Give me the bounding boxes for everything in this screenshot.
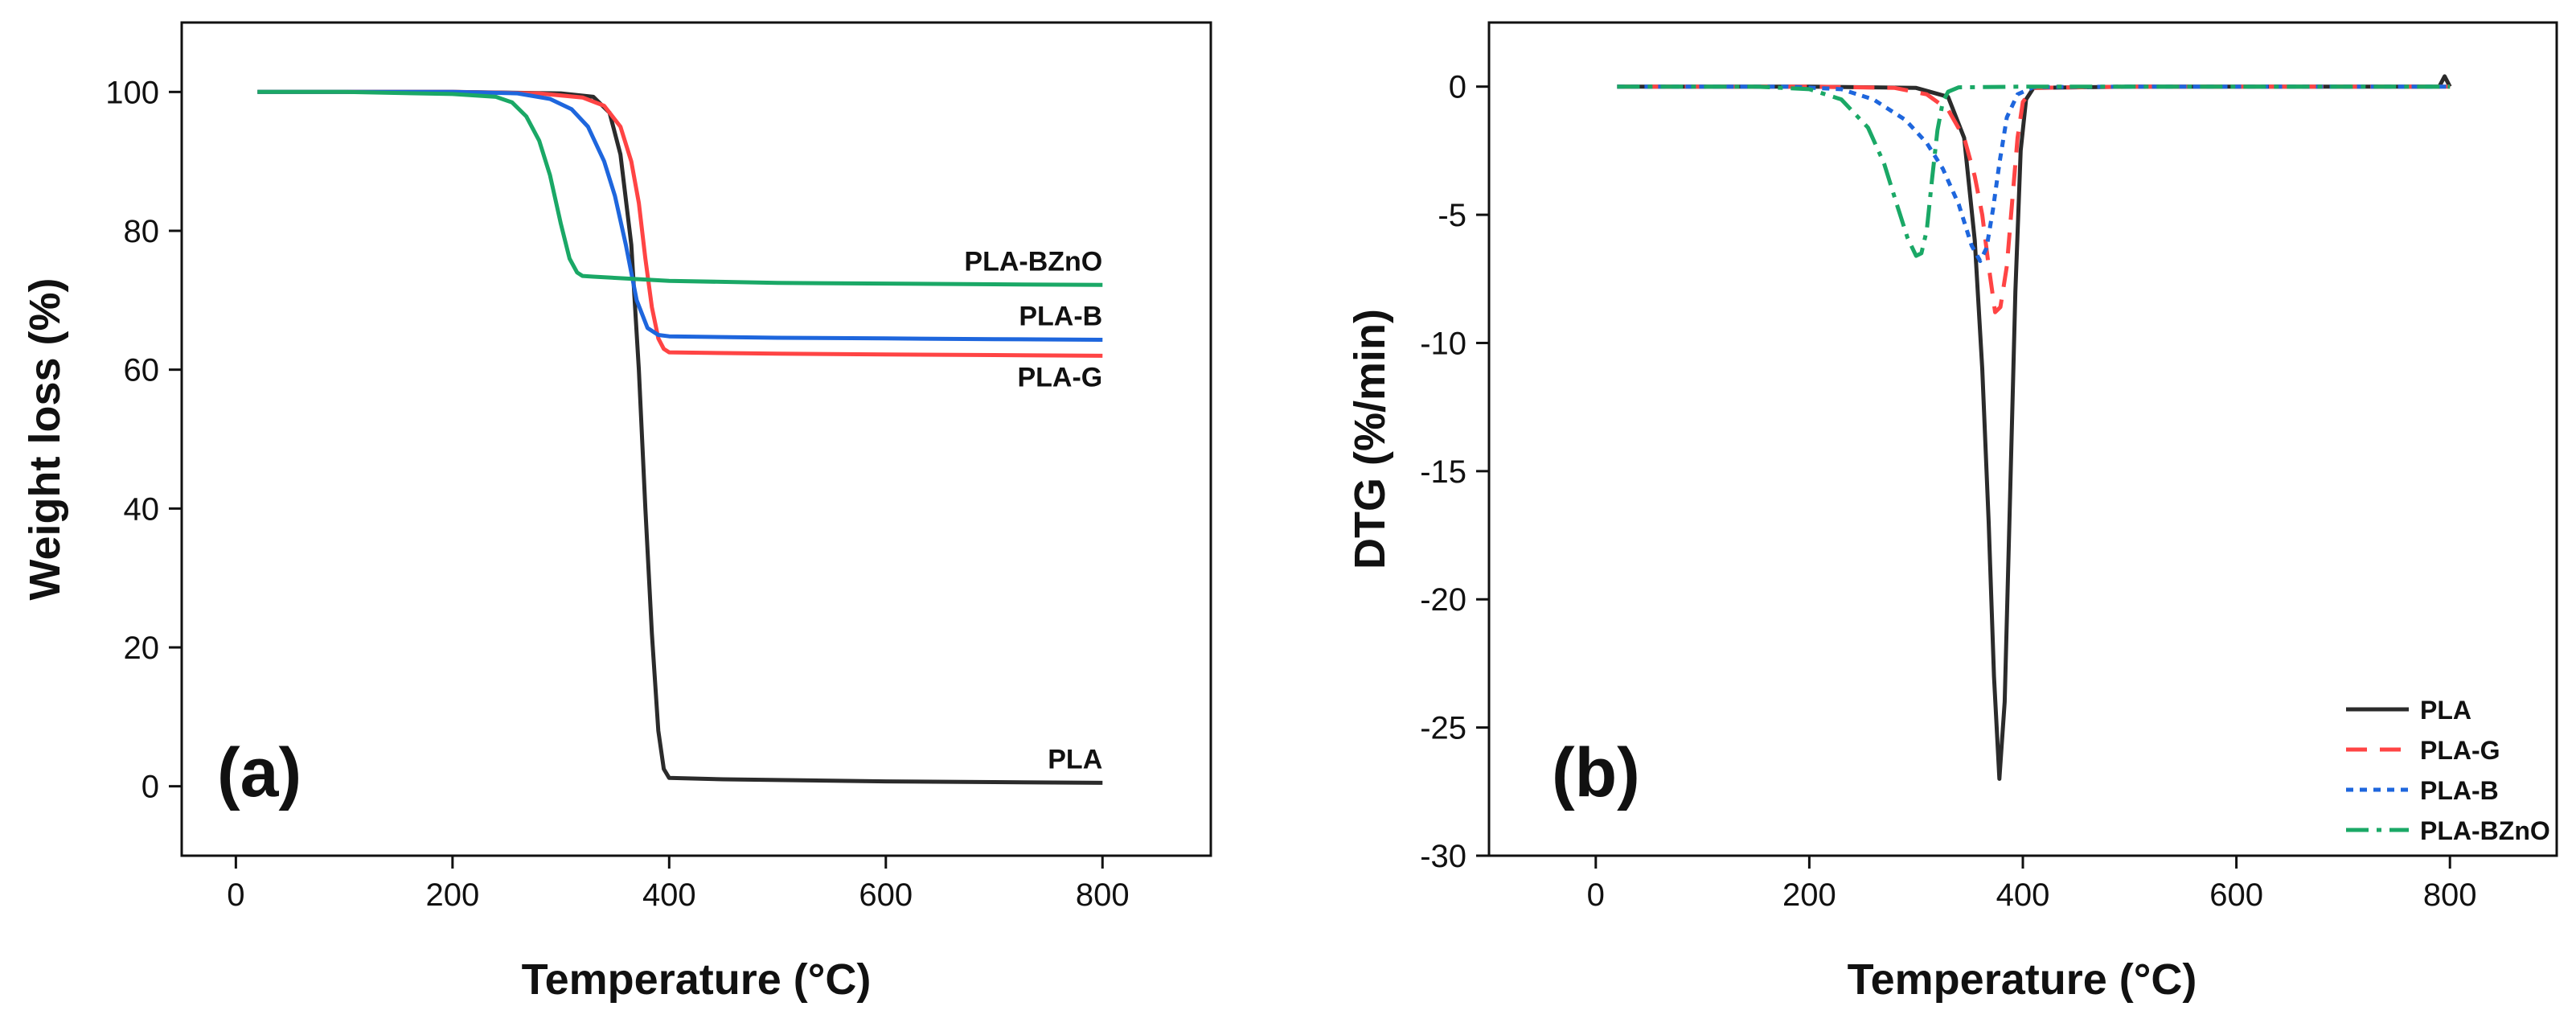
x-tick-label: 400 (1996, 877, 2050, 913)
panel-a-series (257, 89, 1103, 785)
y-tick-label: -10 (1420, 326, 1466, 361)
x-tick-label: 0 (1587, 877, 1605, 913)
panel-b-x-axis-title: Temperature (°C) (1848, 955, 2197, 1004)
panel-a-plot-frame (180, 21, 1212, 857)
curve-label-pla-g: PLA-G (1017, 362, 1102, 392)
panel-a-ticks: 0 200 400 600 800 0 20 40 60 80 100 (105, 75, 1129, 913)
x-tick-label: 200 (425, 877, 479, 913)
y-tick-label: 40 (124, 491, 160, 527)
y-tick-label: 100 (105, 75, 159, 110)
y-tick-label: 0 (1449, 70, 1466, 105)
x-tick-label: 0 (227, 877, 244, 913)
x-tick-label: 400 (642, 877, 696, 913)
x-tick-label: 600 (859, 877, 913, 913)
panel-b-ticks: 0 200 400 600 800 0 -5 -10 -15 -20 -25 -30 (1420, 70, 2476, 913)
series-line-pla-bzno (1617, 84, 2451, 258)
series-line-pla-b (1617, 84, 2451, 263)
y-tick-label: 0 (142, 770, 159, 805)
series-line-pla (1617, 74, 2452, 781)
y-tick-label: 80 (124, 214, 160, 249)
legend-label-pla-bzno: PLA-BZnO (2420, 816, 2550, 845)
panel-a-label: (a) (217, 734, 301, 811)
curve-label-pla-b: PLA-B (1019, 302, 1102, 332)
panel-b-dtg-chart: 0 200 400 600 800 0 -5 -10 -15 -20 -25 -30 PLA PLA-G… (1346, 21, 2558, 1004)
panel-a-x-axis-title: Temperature (°C) (522, 955, 872, 1004)
x-tick-label: 800 (2423, 877, 2477, 913)
panel-b-label: (b) (1552, 734, 1640, 811)
y-tick-label: 20 (124, 631, 160, 666)
panel-a-curve-labels: PLA-BZnO PLA-B PLA-G PLA (964, 246, 1102, 774)
y-tick-label: -5 (1438, 198, 1466, 233)
legend-label-pla: PLA (2420, 696, 2471, 725)
panel-a-y-axis-title: Weight loss (%) (21, 277, 69, 600)
x-tick-label: 800 (1076, 877, 1130, 913)
y-tick-label: 60 (124, 353, 160, 388)
panel-b-series (1617, 74, 2452, 781)
series-line-pla-g (257, 89, 1103, 358)
x-tick-label: 200 (1782, 877, 1836, 913)
y-tick-label: -25 (1420, 711, 1466, 746)
series-line-pla (257, 89, 1103, 785)
curve-label-pla-bzno: PLA-BZnO (964, 246, 1102, 277)
y-tick-label: -20 (1420, 582, 1466, 618)
legend-label-pla-g: PLA-G (2420, 736, 2500, 765)
y-tick-label: -15 (1420, 454, 1466, 490)
panel-b-legend: PLA PLA-G PLA-B PLA-BZnO (2346, 696, 2550, 845)
series-line-pla-bzno (257, 89, 1103, 287)
series-line-pla-g (1617, 84, 2451, 314)
y-tick-label: -30 (1420, 839, 1466, 874)
legend-label-pla-b: PLA-B (2420, 776, 2499, 805)
panel-b-y-axis-title: DTG (%/min) (1346, 309, 1394, 569)
series-line-pla-b (257, 89, 1103, 342)
curve-label-pla: PLA (1048, 744, 1102, 774)
x-tick-label: 600 (2209, 877, 2263, 913)
